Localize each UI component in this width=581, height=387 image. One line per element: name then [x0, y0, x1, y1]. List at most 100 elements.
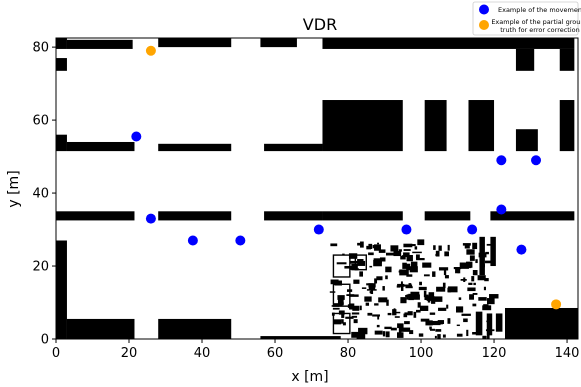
clutter-block [417, 302, 421, 308]
clutter-block [336, 262, 347, 265]
ground-truth-point [145, 45, 156, 56]
obstacle [322, 100, 403, 152]
clutter-block [429, 312, 436, 315]
clutter-block [359, 271, 364, 277]
clutter-block [466, 249, 475, 255]
clutter-block [472, 332, 480, 335]
clutter-outline [332, 312, 351, 335]
clutter-block [482, 335, 487, 339]
clutter-block [351, 331, 360, 338]
clutter-block [398, 326, 402, 333]
obstacle [264, 143, 323, 152]
x-tick-label: 120 [482, 346, 507, 361]
clutter-block [400, 285, 404, 291]
clutter-block [431, 320, 441, 326]
clutter-block [444, 275, 449, 279]
clutter-block [398, 270, 407, 273]
clutter-block [377, 242, 380, 245]
clutter-block [330, 279, 339, 285]
x-tick-label: 80 [340, 346, 357, 361]
obstacle [264, 211, 323, 221]
clutter-block [332, 307, 340, 310]
clutter-block [364, 296, 372, 302]
clutter-block [459, 262, 469, 269]
clutter-block [469, 294, 475, 300]
clutter-block [484, 260, 495, 264]
clutter-block [472, 270, 478, 276]
chart-title: VDR [303, 15, 337, 34]
clutter-block [486, 320, 490, 323]
clutter-block [442, 334, 446, 338]
clutter-block [374, 278, 378, 284]
clutter-block [435, 329, 442, 332]
clutter-block [434, 335, 437, 339]
x-tick-label: 40 [194, 346, 211, 361]
clutter-block [462, 243, 471, 246]
clutter-block [414, 246, 418, 250]
obstacle [468, 100, 495, 152]
clutter-block [405, 286, 413, 289]
clutter-block [333, 303, 341, 307]
clutter-block [473, 282, 476, 286]
clutter-block [415, 309, 421, 313]
clutter-block [438, 245, 442, 251]
clutter-block [393, 311, 401, 314]
clutter-block [344, 265, 353, 269]
clutter-block [423, 290, 427, 298]
clutter-block [393, 250, 402, 257]
y-axis-label: y [m] [6, 170, 22, 207]
x-tick-label: 100 [409, 346, 434, 361]
legend: Example of the movement Example of the pa… [472, 1, 581, 36]
clutter-block [338, 310, 345, 315]
clutter-block [382, 286, 385, 291]
clutter-block [478, 252, 487, 258]
clutter-block [436, 286, 446, 292]
clutter-block [402, 262, 407, 269]
plot-border [55, 37, 579, 340]
clutter-block [351, 315, 358, 318]
clutter-block [406, 274, 413, 277]
clutter-block [434, 296, 443, 302]
clutter-block [403, 284, 413, 287]
plot-frame [55, 37, 579, 340]
clutter-block [430, 328, 436, 331]
clutter-block [341, 319, 344, 324]
clutter-block [423, 274, 430, 277]
clutter-block [443, 269, 447, 276]
clutter-block [411, 294, 420, 300]
clutter-block [374, 303, 379, 306]
clutter-block [419, 305, 429, 311]
legend-label-ground-truth: truth for error correction [500, 26, 580, 34]
clutter-block [352, 305, 360, 311]
clutter-block [438, 267, 449, 271]
clutter-block [468, 282, 473, 285]
clutter-block [410, 291, 420, 297]
obstacle [559, 100, 575, 152]
obstacle [56, 58, 67, 71]
clutter-block [464, 244, 470, 249]
clutter-block [420, 318, 430, 322]
clutter-block [329, 291, 336, 293]
legend-marker-ground-truth [479, 20, 489, 30]
obstacle [486, 313, 493, 336]
y-tick-label: 80 [32, 41, 49, 56]
obstacle [504, 307, 578, 339]
clutter-block [403, 252, 410, 257]
clutter-block [403, 249, 411, 251]
clutter-block [351, 312, 360, 315]
clutter-block [429, 326, 432, 330]
clutter-block [455, 268, 459, 274]
clutter-block [455, 306, 464, 313]
movement-point [496, 204, 507, 215]
obstacle [158, 211, 232, 221]
obstacle [475, 311, 483, 336]
clutter-block [408, 283, 412, 286]
clutter-block [394, 316, 400, 318]
clutter-block [438, 307, 447, 311]
clutter-block [349, 303, 355, 310]
legend-label-ground-truth: Example of the partial ground [491, 18, 581, 26]
clutter-block [433, 245, 436, 250]
obstacle [158, 38, 232, 48]
movement-point [131, 131, 142, 142]
